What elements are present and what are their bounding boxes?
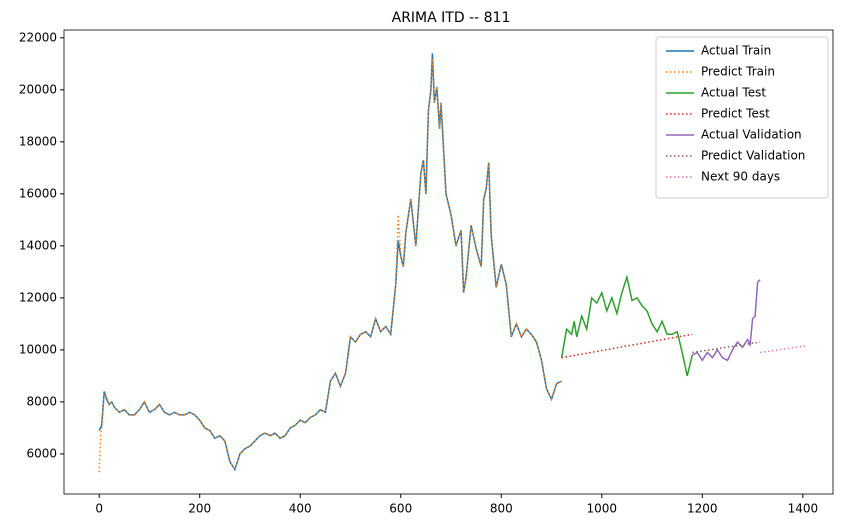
legend-label: Actual Test [701,86,766,100]
x-tick-label: 400 [289,502,312,516]
x-tick-label: 0 [95,502,103,516]
series-line [561,333,693,359]
y-tick-label: 20000 [19,82,57,96]
x-tick-label: 1200 [687,502,718,516]
x-tick-label: 800 [490,502,513,516]
x-tick-label: 600 [389,502,412,516]
legend-label: Actual Train [701,44,771,58]
x-tick-label: 200 [188,502,211,516]
chart-title: ARIMA ITD -- 811 [392,10,511,26]
series-line [560,274,694,377]
y-tick-label: 10000 [19,342,57,356]
plot-frame [63,29,834,495]
legend-label: Actual Validation [701,128,802,142]
x-tick-label: 1400 [788,502,819,516]
y-tick-label: 6000 [26,446,57,460]
legend-label: Predict Train [701,65,775,79]
series-line [691,279,761,362]
y-tick-label: 14000 [19,238,57,252]
legend-label: Predict Test [701,107,770,121]
legend-label: Predict Validation [701,149,805,163]
y-tick-label: 18000 [19,134,57,148]
series-line [759,345,806,354]
series-line [98,53,562,472]
y-tick-label: 8000 [26,394,57,408]
y-tick-label: 22000 [19,30,57,44]
legend-label: Next 90 days [701,170,780,184]
series-line [692,341,761,354]
y-tick-label: 16000 [19,186,57,200]
x-tick-label: 1000 [587,502,618,516]
y-tick-label: 12000 [19,290,57,304]
legend-box [655,36,829,199]
series-line [98,58,562,473]
